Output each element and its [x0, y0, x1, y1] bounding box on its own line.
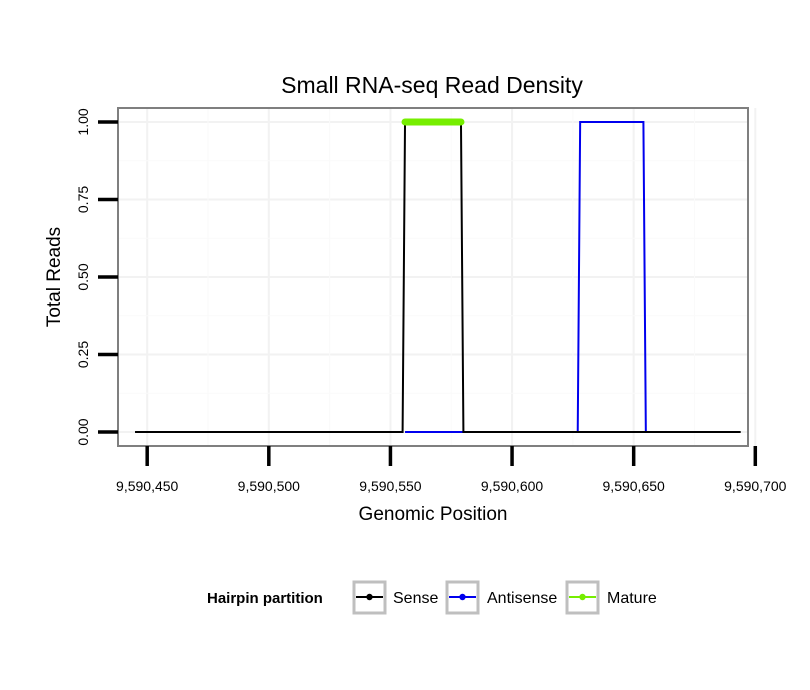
series-layer	[135, 118, 741, 434]
x-tick-label-0: 9,590,450	[116, 478, 178, 494]
chart-title: Small RNA-seq Read Density	[281, 72, 583, 98]
y-axis: 0.00 0.25 0.50 0.75 1.00	[75, 108, 118, 446]
legend-item-antisense: Antisense	[445, 580, 557, 615]
legend-item-sense: Sense	[352, 580, 438, 615]
x-tick-label-2: 9,590,550	[359, 478, 421, 494]
y-tick-label-4: 1.00	[75, 108, 91, 135]
legend-key-sense-dot	[366, 593, 373, 601]
y-tick-label-0: 0.00	[75, 418, 91, 445]
x-tick-label-1: 9,590,500	[238, 478, 300, 494]
x-tick-label-5: 9,590,700	[724, 478, 786, 494]
legend-key-mature-dot	[579, 593, 586, 601]
y-tick-label-2: 0.50	[75, 263, 91, 290]
legend-key-antisense-dot	[459, 593, 466, 601]
legend-label-sense: Sense	[393, 590, 438, 607]
legend-label-mature: Mature	[607, 590, 657, 607]
y-axis-title: Total Reads	[44, 227, 65, 327]
y-tick-label-3: 0.75	[75, 186, 91, 213]
legend-title: Hairpin partition	[207, 590, 323, 607]
legend-label-antisense: Antisense	[487, 590, 557, 607]
legend: Hairpin partition Sense Antisense Mature	[207, 580, 657, 615]
x-tick-label-4: 9,590,650	[603, 478, 665, 494]
x-tick-label-3: 9,590,600	[481, 478, 543, 494]
x-axis: 9,590,450 9,590,500 9,590,550 9,590,600 9,59…	[116, 446, 787, 494]
y-tick-label-1: 0.25	[75, 341, 91, 368]
legend-item-mature: Mature	[565, 580, 657, 615]
x-axis-title: Genomic Position	[359, 504, 508, 525]
